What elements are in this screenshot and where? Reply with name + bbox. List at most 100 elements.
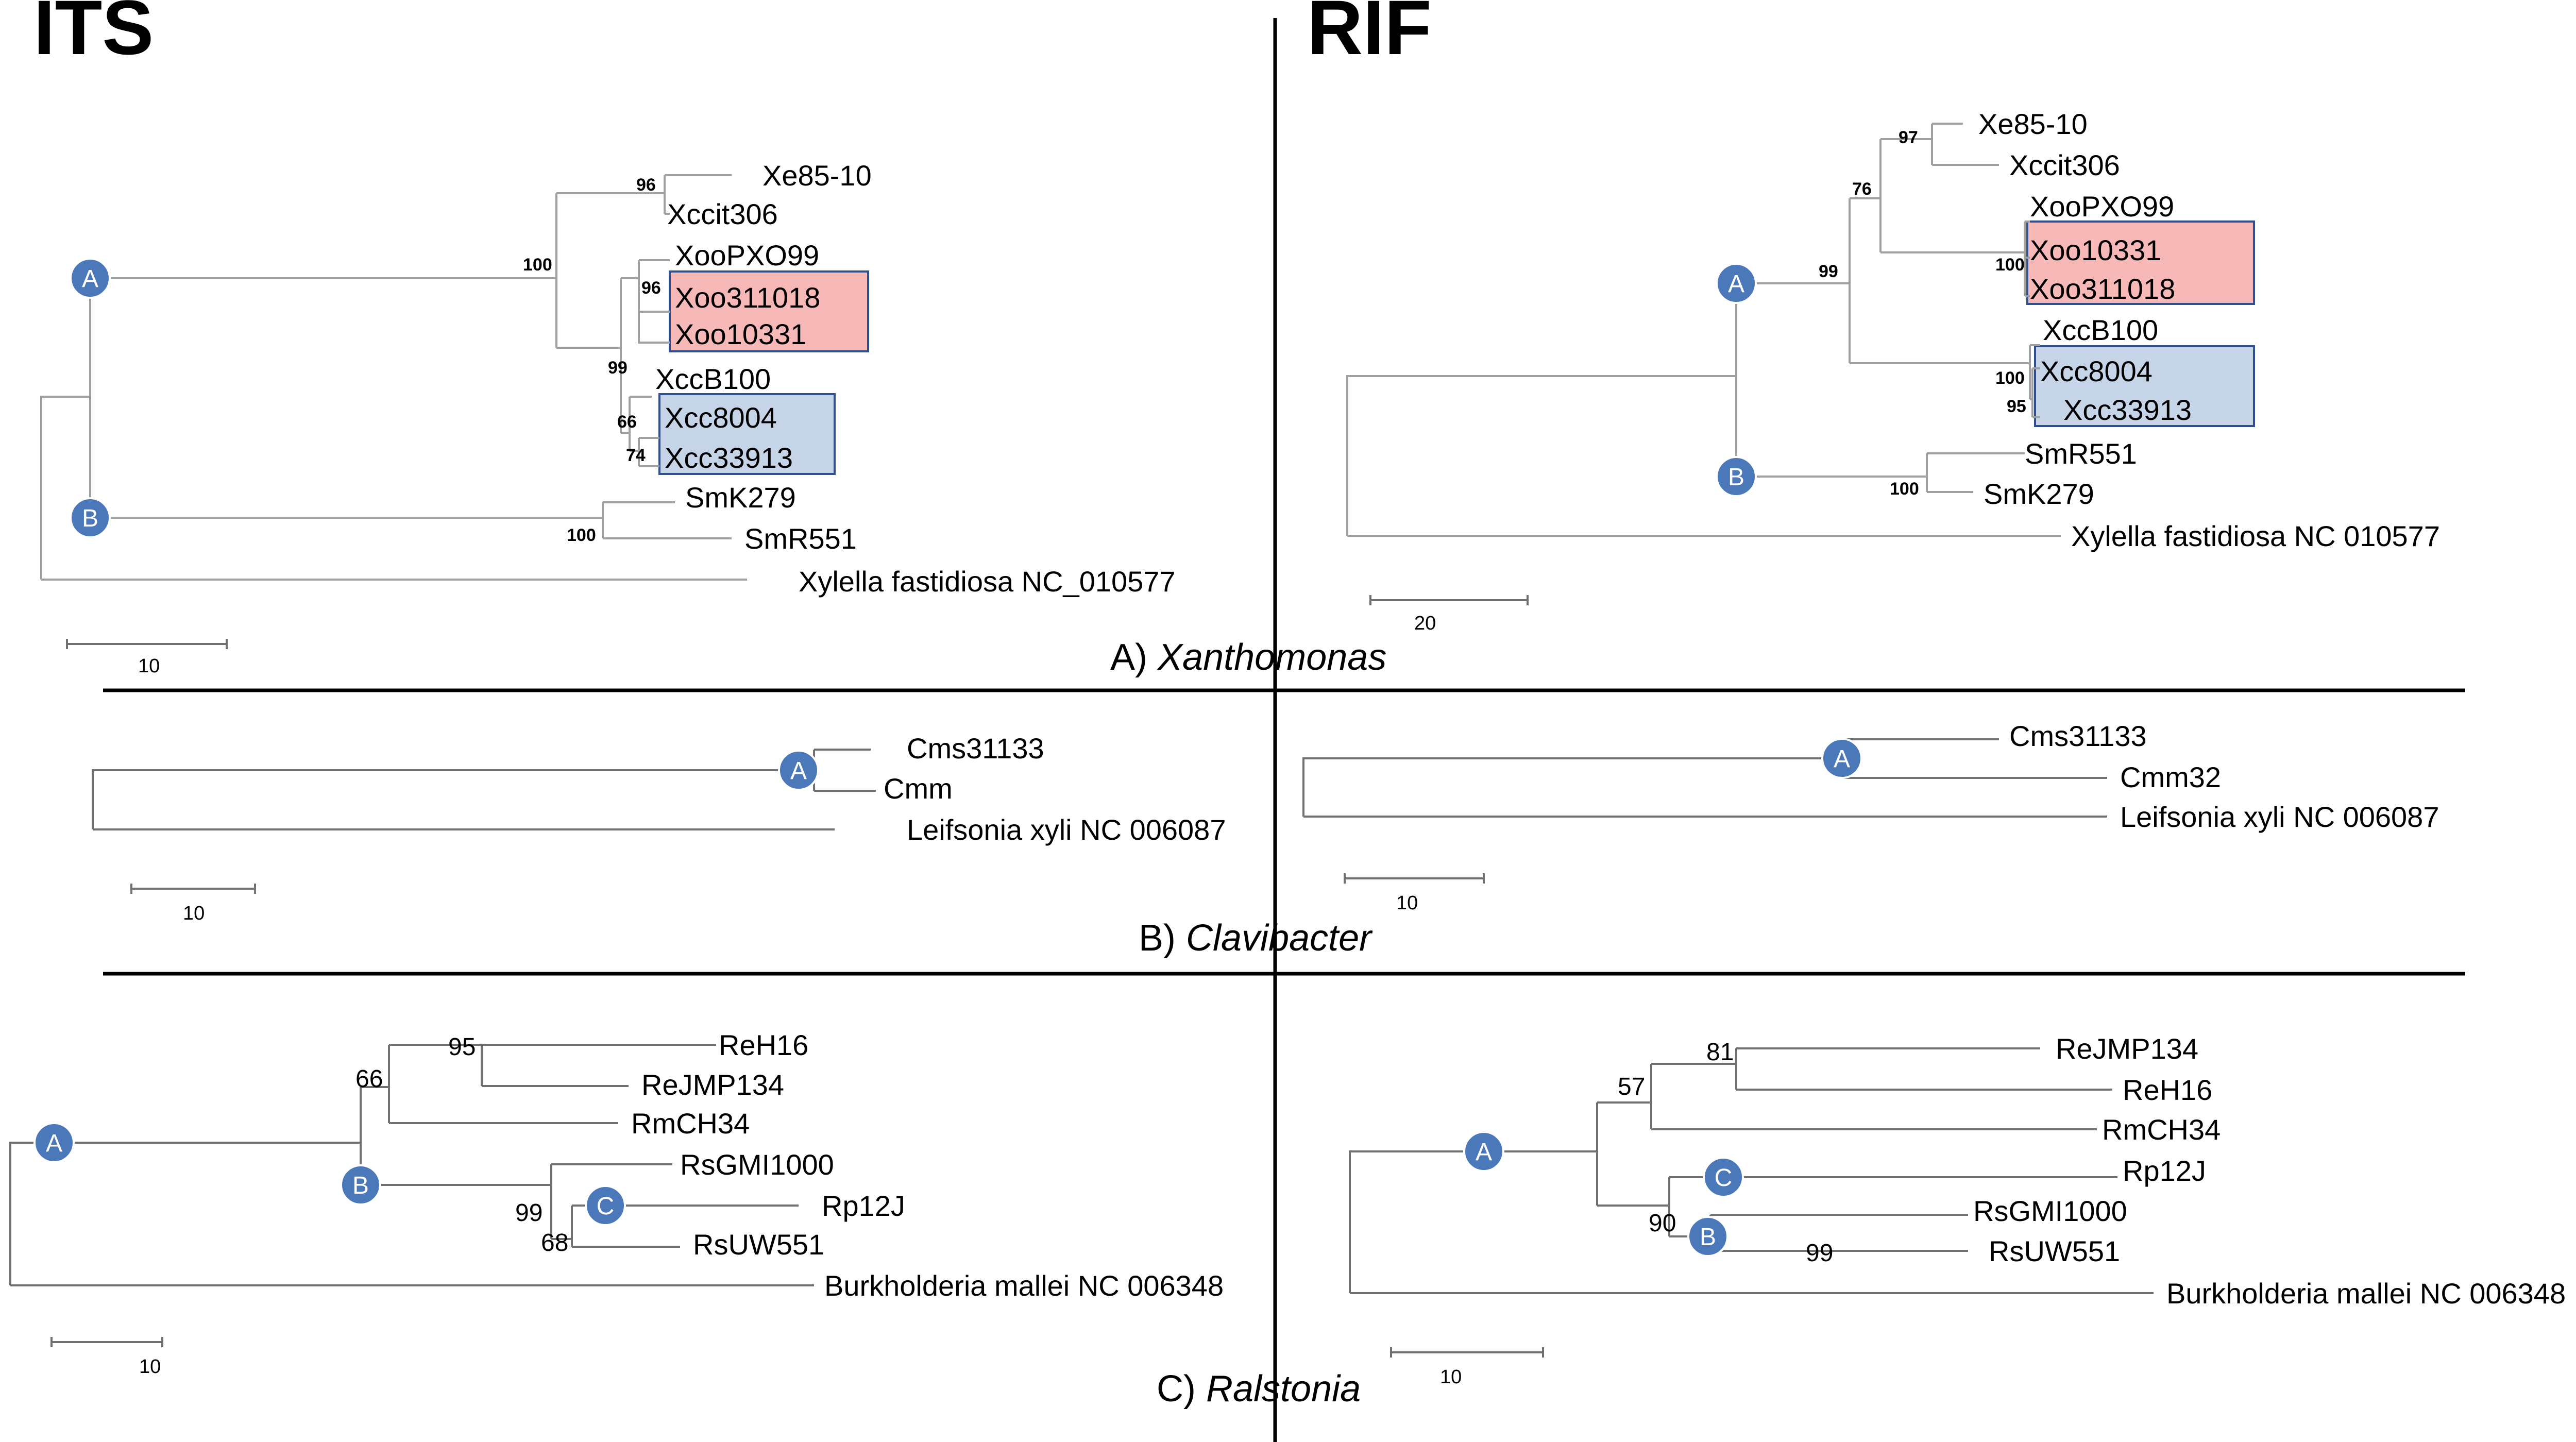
taxon-label: Xoo10331 (2030, 234, 2161, 266)
support-value: 100 (523, 255, 552, 275)
taxon-label: Leifsonia xyli NC 006087 (907, 813, 1226, 846)
svg-text:B: B (1728, 464, 1744, 491)
clavibacter-its-tree: A Cms31133 Cmm Leifsonia xyli NC 006087 … (92, 732, 1226, 924)
taxon-label: Burkholderia mallei NC 006348 (2166, 1277, 2566, 1310)
node-a: A (1821, 738, 1862, 779)
support-value: 100 (1995, 368, 2025, 388)
ralstonia-its-tree: A B C 95 66 99 68 ReH16 ReJMP134 RmCH34 … (9, 1029, 1224, 1378)
scale-bar: 10 (66, 639, 228, 677)
taxon-label: Cmm32 (2120, 761, 2221, 793)
support-value: 97 (1899, 128, 1918, 147)
taxon-label: RmCH34 (631, 1107, 750, 1140)
support-value: 95 (2007, 397, 2026, 416)
svg-text:10: 10 (1396, 892, 1418, 914)
svg-text:20: 20 (1414, 613, 1436, 634)
taxon-label: Xylella fastidiosa NC_010577 (799, 565, 1176, 598)
taxon-label: XccB100 (2043, 314, 2158, 346)
clavibacter-title: B) Clavibacter (1139, 918, 1373, 959)
support-value: 95 (448, 1033, 476, 1061)
support-value: 100 (567, 525, 596, 545)
clavibacter-rif-tree: A Cms31133 Cmm32 Leifsonia xyli NC 00608… (1302, 720, 2439, 914)
support-value: 96 (641, 278, 661, 298)
svg-text:A: A (46, 1130, 62, 1157)
taxon-label: XooPXO99 (675, 239, 819, 272)
taxon-label: Xe85-10 (1978, 108, 2088, 140)
svg-text:C: C (1715, 1164, 1733, 1192)
svg-text:B: B (352, 1172, 369, 1199)
taxon-label: SmR551 (2025, 437, 2137, 470)
taxon-label: Xoo10331 (675, 318, 806, 350)
ralstonia-rif-tree: A C B 81 57 90 99 ReJMP134 ReH16 RmCH34 … (1349, 1032, 2566, 1388)
taxon-label: Xe85-10 (762, 159, 872, 192)
scale-bar: 10 (130, 884, 256, 924)
taxon-label: Rp12J (822, 1190, 905, 1222)
node-b: B (1716, 456, 1757, 497)
support-value: 90 (1649, 1210, 1676, 1237)
scale-bar: 10 (50, 1337, 163, 1378)
svg-text:A: A (1476, 1139, 1492, 1166)
taxon-label: Cms31133 (907, 732, 1044, 765)
xanthomonas-rif-tree: A B 97 76 99 100 100 95 100 Xe85-10 Xcci… (1346, 108, 2440, 634)
support-value: 66 (617, 412, 637, 432)
tree-branches (92, 749, 876, 830)
ralstonia-title: C) Ralstonia (1157, 1368, 1361, 1410)
support-value: 100 (1890, 479, 1919, 499)
node-a: A (70, 258, 111, 299)
support-value: 99 (1806, 1240, 1833, 1267)
taxon-label: Xylella fastidiosa NC 010577 (2071, 520, 2440, 552)
node-b: B (340, 1164, 381, 1206)
support-value: 68 (541, 1229, 568, 1257)
node-a: A (1716, 263, 1757, 304)
svg-text:A: A (1834, 745, 1850, 773)
taxon-label: Xoo311018 (675, 281, 820, 314)
xcc-highlight-box (658, 393, 836, 475)
support-value: 66 (355, 1065, 383, 1093)
support-value: 99 (1819, 262, 1838, 281)
support-value: 96 (636, 175, 656, 195)
taxon-label: SmK279 (685, 481, 796, 514)
svg-text:C: C (597, 1193, 615, 1220)
taxon-label: Cmm (884, 772, 953, 805)
xcc-highlight-box (2034, 345, 2255, 427)
svg-text:A: A (1728, 270, 1744, 298)
taxon-label: ReH16 (719, 1029, 808, 1061)
node-a: A (778, 750, 819, 791)
taxon-label: ReJMP134 (641, 1068, 784, 1101)
taxon-label: Cms31133 (2009, 720, 2147, 752)
taxon-label: Leifsonia xyli NC 006087 (2120, 801, 2439, 833)
svg-text:A: A (790, 757, 807, 785)
svg-text:A: A (82, 265, 98, 293)
taxon-label: Burkholderia mallei NC 006348 (824, 1269, 1224, 1302)
rif-header: RIF (1307, 0, 1432, 71)
svg-text:B: B (82, 505, 98, 532)
support-value: 81 (1706, 1039, 1734, 1066)
xoo-highlight-box (669, 270, 869, 352)
taxon-label: RmCH34 (2102, 1113, 2221, 1146)
svg-text:10: 10 (139, 1356, 161, 1378)
support-value: 99 (608, 358, 628, 378)
taxon-label: XooPXO99 (2030, 190, 2174, 223)
taxon-label: Xcc33913 (665, 442, 793, 474)
its-header: ITS (33, 0, 154, 71)
svg-text:10: 10 (183, 903, 205, 924)
support-value: 100 (1995, 255, 2025, 275)
taxon-label: Xcc33913 (2063, 394, 2192, 426)
taxon-label: Xccit306 (667, 198, 778, 230)
support-value: 76 (1852, 179, 1872, 199)
xanthomonas-title: A) Xanthomonas (1110, 637, 1386, 678)
support-value: 57 (1618, 1073, 1645, 1100)
taxon-label: Xcc8004 (2040, 355, 2153, 387)
taxon-label: XccB100 (655, 363, 771, 395)
taxon-label: Xccit306 (2009, 149, 2120, 181)
taxon-label: SmK279 (1984, 478, 2094, 510)
node-b: B (1687, 1216, 1728, 1257)
scale-bar: 10 (1390, 1347, 1544, 1388)
svg-text:10: 10 (1440, 1366, 1462, 1388)
taxon-label: Xcc8004 (665, 401, 777, 434)
node-a: A (1463, 1131, 1504, 1172)
taxon-label: Xoo311018 (2030, 273, 2175, 305)
node-c: C (585, 1185, 626, 1226)
taxon-label: RsUW551 (693, 1228, 824, 1261)
node-a: A (33, 1122, 75, 1163)
